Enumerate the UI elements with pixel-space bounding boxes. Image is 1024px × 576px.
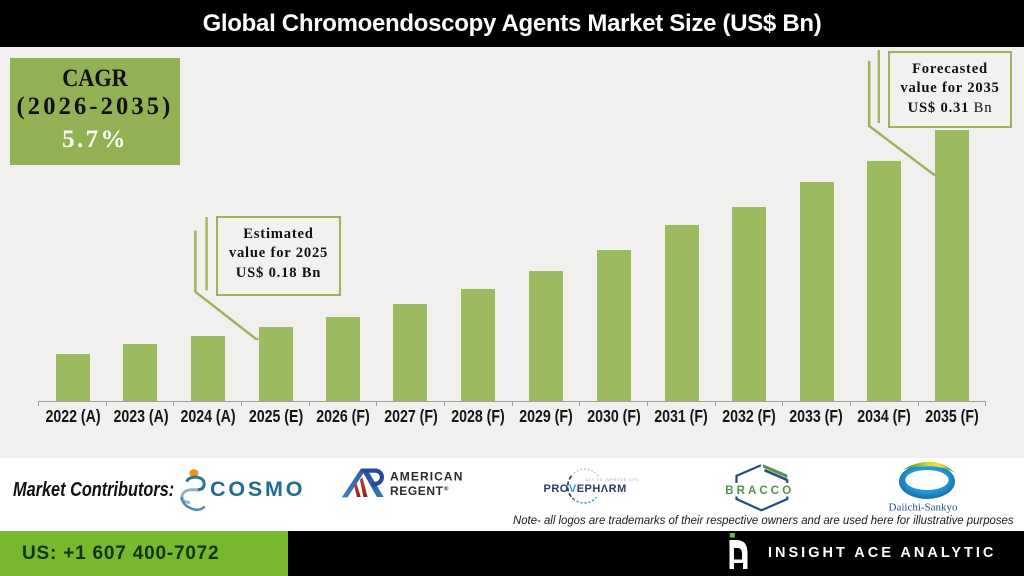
svg-text:PROVEPHΛRM: PROVEPHΛRM [544, 483, 627, 495]
svg-text:REGENT®: REGENT® [390, 484, 449, 498]
svg-text:BRACCO: BRACCO [725, 485, 794, 497]
svg-text:Daiichi-Sankyo: Daiichi-Sankyo [889, 502, 959, 514]
svg-text:COSMO: COSMO [210, 477, 305, 501]
svg-text:ACT TO IMPROVE LIFE: ACT TO IMPROVE LIFE [586, 478, 640, 482]
svg-text:AMERICAN: AMERICAN [390, 470, 463, 484]
